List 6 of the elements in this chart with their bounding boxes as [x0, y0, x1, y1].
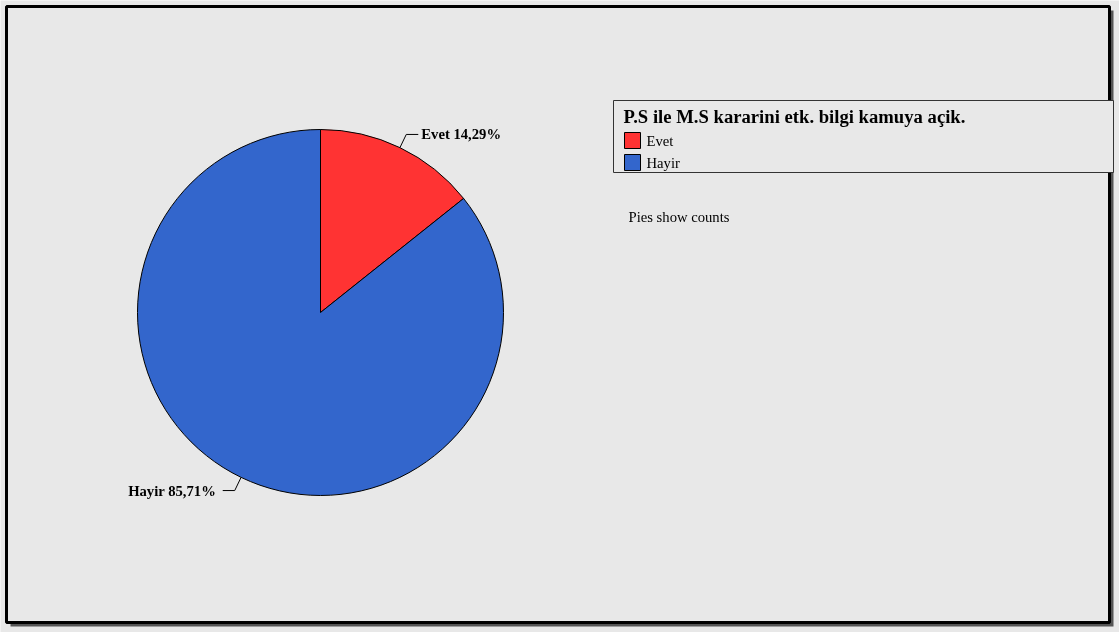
legend-label: Hayir	[646, 154, 680, 171]
text: Pies show counts	[628, 208, 730, 225]
legend-label: Evet	[646, 132, 674, 149]
legend-title: P.S ile M.S kararini etk. bilgi kamuya açik.	[623, 106, 966, 127]
category-label: Evet 14,29%	[421, 126, 502, 143]
category-label: Hayir 85,71%	[128, 482, 216, 499]
